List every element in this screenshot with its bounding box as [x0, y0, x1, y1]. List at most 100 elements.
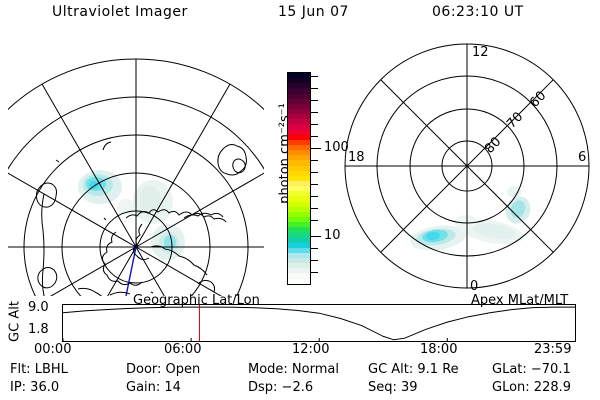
colorbar: photon cm⁻²s⁻¹ 100 10 [266, 60, 349, 296]
colorbar-minor-tick [311, 76, 318, 77]
status-glat: GLat: −70.1 [492, 362, 571, 377]
colorbar-segment [288, 155, 310, 161]
colorbar-minor-tick [311, 172, 318, 173]
colorbar-segment [288, 139, 310, 145]
colorbar-segment [288, 170, 310, 176]
mlt-spokes [345, 44, 589, 288]
colorbar-minor-tick [311, 184, 318, 185]
colorbar-label-100: 100 [324, 140, 349, 155]
colorbar-segment [288, 180, 310, 187]
status-seq: Seq: 39 [368, 380, 418, 395]
colorbar-minor-tick [311, 220, 318, 221]
colorbar-segment [288, 196, 310, 202]
timeline-y-axis-label: GC Alt [7, 301, 23, 342]
colorbar-segment [288, 211, 310, 217]
colorbar-segment [288, 119, 310, 125]
timeline-xtick-1800: 18:00 [420, 342, 458, 357]
colorbar-segment [288, 232, 310, 238]
status-glon: GLon: 228.9 [492, 380, 572, 395]
colorbar-minor-tick [311, 112, 318, 113]
colorbar-segment [288, 134, 310, 140]
instrument-title: Ultraviolet Imager [52, 4, 188, 20]
colorbar-minor-tick [311, 100, 318, 101]
colorbar-minor-tick [311, 124, 318, 125]
colorbar-segment [288, 78, 310, 84]
colorbar-tick-100 [311, 148, 321, 149]
colorbar-segment [288, 150, 310, 156]
colorbar-segment [288, 258, 310, 264]
colorbar-segment [288, 129, 310, 135]
left-panel-caption: Geographic Lat/Lon [133, 293, 260, 308]
colorbar-segment [288, 263, 310, 269]
status-door: Door: Open [126, 362, 201, 377]
colorbar-segment [288, 227, 310, 233]
colorbar-segment [288, 83, 310, 89]
colorbar-segment [288, 252, 310, 259]
colorbar-minor-tick [311, 260, 318, 261]
orbit-altitude-timeline[interactable]: GC Alt 9.0 1.8 Geographic Lat/Lon Apex M… [0, 293, 600, 358]
colorbar-segment [288, 247, 310, 253]
colorbar-segment [288, 222, 310, 228]
geographic-polar-plot[interactable] [8, 42, 264, 296]
colorbar-segment [288, 98, 310, 104]
mlt-label-0: 0 [470, 279, 478, 294]
colorbar-gradient [287, 72, 311, 285]
status-bar: Flt: LBHL Door: Open Mode: Normal GC Alt… [0, 362, 600, 400]
colorbar-segment [288, 124, 310, 130]
timeline-xtick-2359: 23:59 [534, 342, 572, 357]
observation-date: 15 Jun 07 [278, 4, 349, 20]
colorbar-minor-tick [311, 160, 318, 161]
longitude-meridians [8, 59, 264, 296]
altitude-curve [63, 305, 575, 341]
observation-time: 06:23:10 UT [432, 4, 524, 20]
timeline-y-tick-bottom: 1.8 [28, 322, 49, 337]
colorbar-segment [288, 103, 310, 109]
colorbar-minor-tick [311, 136, 318, 137]
colorbar-segment [288, 175, 310, 181]
timeline-plot-box[interactable]: Geographic Lat/Lon Apex MLat/MLT [62, 293, 576, 342]
colorbar-segment [288, 186, 310, 192]
mlt-label-6: 6 [578, 150, 586, 165]
colorbar-segment [288, 206, 310, 212]
colorbar-segment [288, 268, 310, 274]
colorbar-segment [288, 191, 310, 197]
colorbar-minor-tick [311, 248, 318, 249]
mlat-label-60: 60 [527, 88, 549, 110]
colorbar-segment [288, 216, 310, 223]
colorbar-segment [288, 144, 310, 151]
colorbar-minor-tick [311, 208, 318, 209]
colorbar-segment [288, 237, 310, 243]
mlat-label-80: 80 [482, 134, 504, 156]
colorbar-segment [288, 242, 310, 248]
altitude-track-line [63, 307, 575, 340]
colorbar-tick-10 [311, 236, 321, 237]
timeline-xtick-0000: 00:00 [34, 342, 72, 357]
status-gcalt: GC Alt: 9.1 Re [368, 362, 459, 377]
colorbar-label-10: 10 [324, 228, 341, 243]
status-row-1: Flt: LBHL Door: Open Mode: Normal GC Alt… [0, 362, 600, 380]
colorbar-minor-tick [311, 272, 318, 273]
terminator-line [125, 246, 137, 296]
mlt-label-12: 12 [472, 45, 489, 60]
right-panel-caption: Apex MLat/MLT [471, 293, 569, 308]
timeline-xtick-0600: 06:00 [164, 342, 202, 357]
colorbar-segment [288, 88, 310, 94]
colorbar-segment [288, 93, 310, 99]
header-bar: Ultraviolet Imager 15 Jun 07 06:23:10 UT [0, 4, 600, 30]
apex-mlat-mlt-polar-plot[interactable]: 12 6 0 18 60 70 80 [342, 42, 594, 296]
colorbar-segment [288, 278, 310, 284]
colorbar-segment [288, 201, 310, 207]
status-dsp: Dsp: −2.6 [248, 380, 314, 395]
colorbar-minor-tick [311, 88, 318, 89]
mlat-label-70: 70 [504, 109, 526, 131]
mlt-label-18: 18 [348, 150, 365, 165]
timeline-xtick-1200: 12:00 [292, 342, 330, 357]
timeline-y-tick-top: 9.0 [28, 300, 49, 315]
colorbar-segment [288, 165, 310, 171]
colorbar-segment [288, 114, 310, 120]
colorbar-minor-tick [311, 196, 318, 197]
status-flt: Flt: LBHL [10, 362, 68, 377]
colorbar-segment [288, 273, 310, 279]
colorbar-segment [288, 160, 310, 166]
status-row-2: IP: 36.0 Gain: 14 Dsp: −2.6 Seq: 39 GLon… [0, 380, 600, 398]
